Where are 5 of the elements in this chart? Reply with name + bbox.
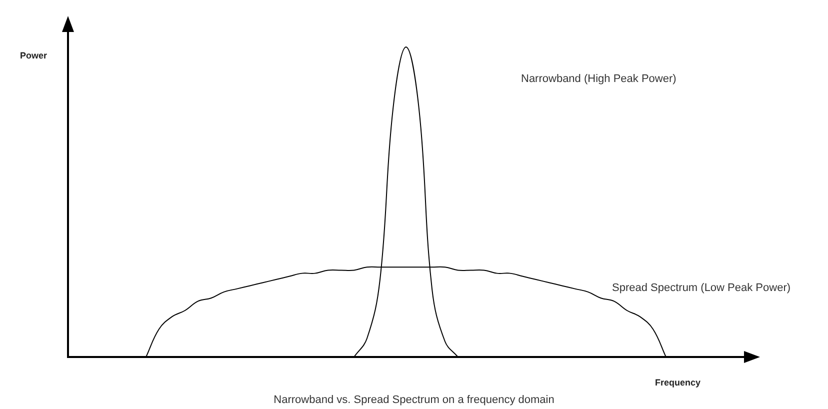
y-axis-title: Power <box>20 50 48 60</box>
text: Narrowband vs. Spread Spectrum on a frequency domain <box>274 394 554 406</box>
annotation: Narrowband (High Peak Power) <box>521 73 676 86</box>
annotation: Spread Spectrum (Low Peak Power) <box>612 282 791 294</box>
x-axis-title: Frequency <box>655 377 701 388</box>
